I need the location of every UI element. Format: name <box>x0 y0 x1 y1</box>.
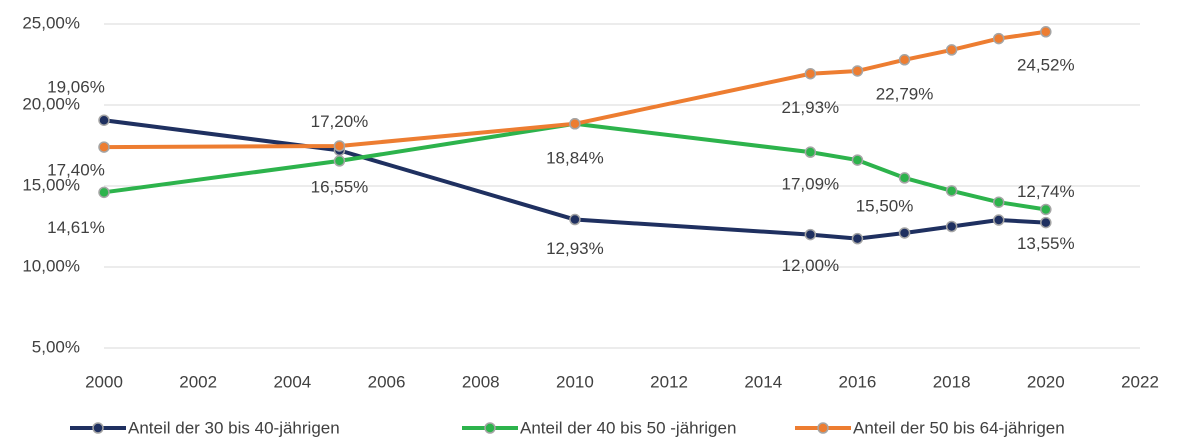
point <box>333 155 346 167</box>
point <box>98 114 110 126</box>
x-tick-label: 2002 <box>179 372 217 391</box>
data-label: 12,00% <box>782 256 840 275</box>
point <box>851 65 864 77</box>
point <box>851 232 864 245</box>
x-tick-label: 2018 <box>933 372 971 391</box>
data-label: 15,50% <box>856 196 914 215</box>
legend-marker <box>484 422 496 434</box>
point <box>898 54 911 66</box>
point <box>992 196 1005 208</box>
x-tick-label: 2004 <box>273 372 311 391</box>
y-tick-label: 15,00% <box>22 175 80 194</box>
data-label: 16,55% <box>311 177 369 196</box>
x-tick-label: 2020 <box>1027 372 1065 391</box>
data-label: 13,55% <box>1017 234 1075 253</box>
y-tick-label: 5,00% <box>32 337 80 356</box>
point <box>98 186 110 199</box>
y-tick-label: 20,00% <box>22 94 80 113</box>
point <box>851 154 864 166</box>
x-tick-label: 2010 <box>556 372 594 391</box>
data-label: 19,06% <box>47 78 105 97</box>
x-tick-label: 2006 <box>368 372 406 391</box>
point <box>804 228 817 241</box>
point <box>898 172 911 184</box>
point <box>333 140 346 152</box>
point <box>569 118 581 130</box>
point <box>945 220 958 233</box>
legend-label: Anteil der 30 bis 40-jährigen <box>128 418 340 437</box>
data-label: 18,84% <box>546 148 604 167</box>
point <box>1040 216 1052 229</box>
x-tick-label: 2008 <box>462 372 500 391</box>
x-tick-label: 2000 <box>85 372 123 391</box>
legend-label: Anteil der 50 bis 64-jährigen <box>853 418 1065 437</box>
data-label: 12,93% <box>546 239 604 258</box>
x-tick-label: 2014 <box>744 372 782 391</box>
point <box>804 67 817 80</box>
point <box>992 32 1005 45</box>
point <box>98 141 110 153</box>
x-tick-label: 2022 <box>1121 372 1159 391</box>
data-label: 17,09% <box>782 175 840 194</box>
point <box>992 214 1005 226</box>
data-label: 17,20% <box>311 112 369 131</box>
x-tick-label: 2016 <box>839 372 877 391</box>
data-label: 14,61% <box>47 218 105 237</box>
point <box>804 146 817 158</box>
data-label: 17,40% <box>47 161 105 180</box>
point <box>945 185 958 197</box>
legend-marker <box>92 422 104 434</box>
data-label: 22,79% <box>876 84 934 103</box>
point <box>1040 26 1052 38</box>
x-tick-label: 2012 <box>650 372 688 391</box>
data-label: 24,52% <box>1017 55 1075 74</box>
point <box>1040 203 1052 216</box>
point <box>898 227 911 239</box>
legend-label: Anteil der 40 bis 50 -jährigen <box>520 418 736 437</box>
data-label: 21,93% <box>782 98 840 117</box>
y-tick-label: 25,00% <box>22 13 80 32</box>
data-label: 12,74% <box>1017 182 1075 201</box>
point <box>945 44 958 56</box>
y-tick-label: 10,00% <box>22 256 80 275</box>
point <box>569 213 581 226</box>
legend-marker <box>817 422 829 434</box>
